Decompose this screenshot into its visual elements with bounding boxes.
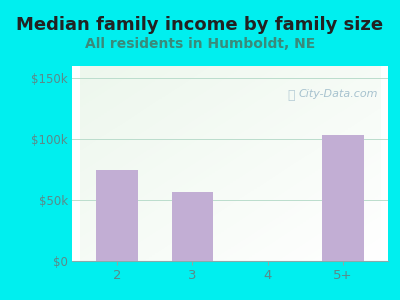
Text: ⓘ: ⓘ	[287, 89, 294, 102]
Text: All residents in Humboldt, NE: All residents in Humboldt, NE	[85, 38, 315, 52]
Text: Median family income by family size: Median family income by family size	[16, 16, 384, 34]
Bar	[172, 191, 213, 261]
Bar	[322, 136, 364, 261]
Bar	[96, 169, 138, 261]
Text: City-Data.com: City-Data.com	[299, 89, 378, 99]
